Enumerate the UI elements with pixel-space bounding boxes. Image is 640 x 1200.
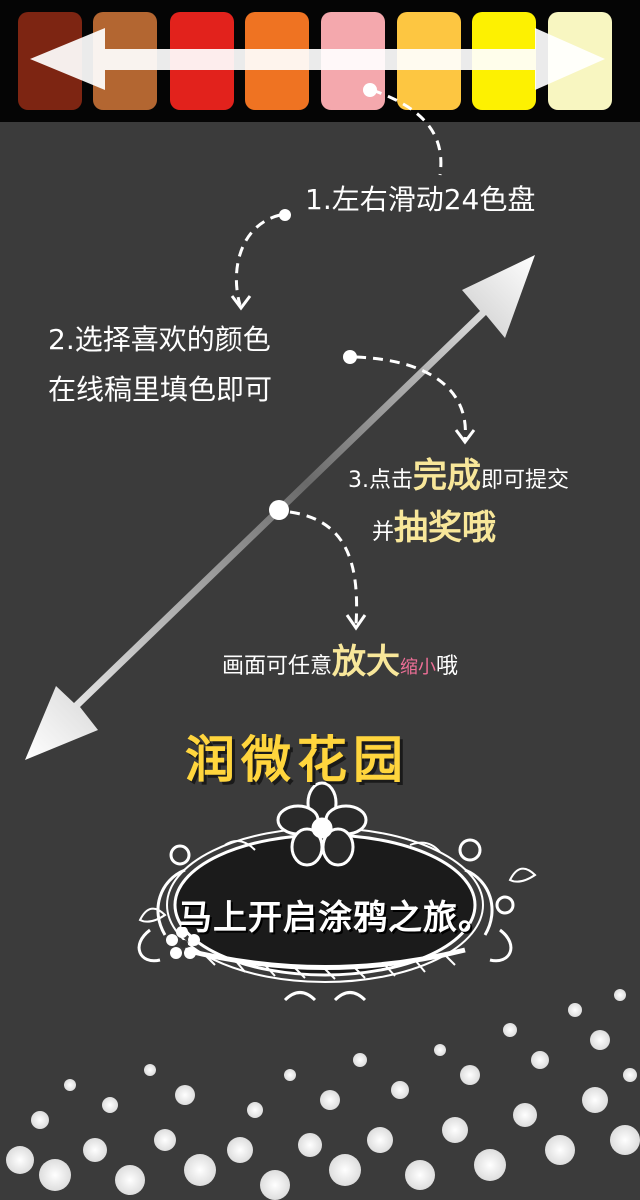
brand-logo-title: 润微花园	[185, 730, 409, 789]
step3-suffix: 即可提交	[481, 468, 570, 493]
guide-dot-zoom	[269, 500, 289, 520]
zoom-prefix: 画面可任意	[222, 654, 333, 679]
instruction-zoom: 画面可任意放大缩小哦	[222, 634, 458, 683]
step3-highlight-lottery: 抽奖哦	[394, 508, 497, 548]
guide-dot-palette	[363, 83, 377, 97]
flower-icon	[276, 781, 368, 867]
zoom-suffix: 哦	[436, 654, 459, 679]
guide-dot-step2	[279, 209, 291, 221]
small-flower-icon	[166, 926, 200, 959]
zoom-highlight-shrink: 缩小	[400, 657, 437, 678]
ornamental-frame	[137, 827, 515, 1002]
step3-highlight-complete: 完成	[413, 456, 481, 496]
flower-field-decoration	[6, 989, 640, 1200]
step3-prefix: 3.点击	[348, 468, 413, 493]
instruction-step3-line2: 并抽奖哦	[372, 500, 496, 549]
zoom-highlight-enlarge: 放大	[332, 642, 401, 682]
horizontal-double-arrow-icon	[30, 28, 605, 90]
connector-step1	[371, 88, 443, 176]
step3-line2-prefix: 并	[372, 520, 395, 545]
instruction-step3-line1: 3.点击完成即可提交	[348, 448, 569, 497]
start-doodle-banner[interactable]: 马上开启涂鸦之旅。	[178, 898, 493, 938]
instruction-step2-line1: 2.选择喜欢的颜色	[48, 323, 271, 356]
leaf-icon	[138, 840, 537, 923]
instruction-step2-line2: 在线稿里填色即可	[48, 373, 273, 406]
guide-dot-step3	[343, 350, 357, 364]
instruction-step1: 1.左右滑动24色盘	[305, 183, 536, 216]
